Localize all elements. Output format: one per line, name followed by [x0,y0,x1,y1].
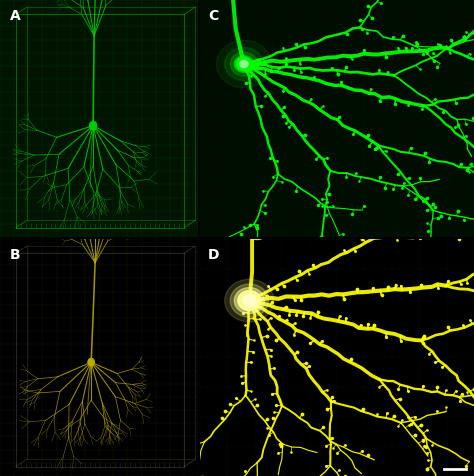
Circle shape [240,60,248,68]
Circle shape [88,358,94,366]
Circle shape [236,58,252,70]
Circle shape [230,52,257,76]
Circle shape [90,121,97,130]
Text: C: C [208,10,219,23]
Circle shape [234,56,254,72]
Text: D: D [208,248,220,262]
Text: B: B [10,248,20,262]
Circle shape [225,279,274,322]
Circle shape [234,288,264,314]
Text: A: A [10,10,21,23]
Circle shape [238,291,261,310]
Circle shape [217,40,271,88]
Circle shape [243,295,256,307]
Circle shape [230,284,268,317]
Circle shape [225,48,263,80]
